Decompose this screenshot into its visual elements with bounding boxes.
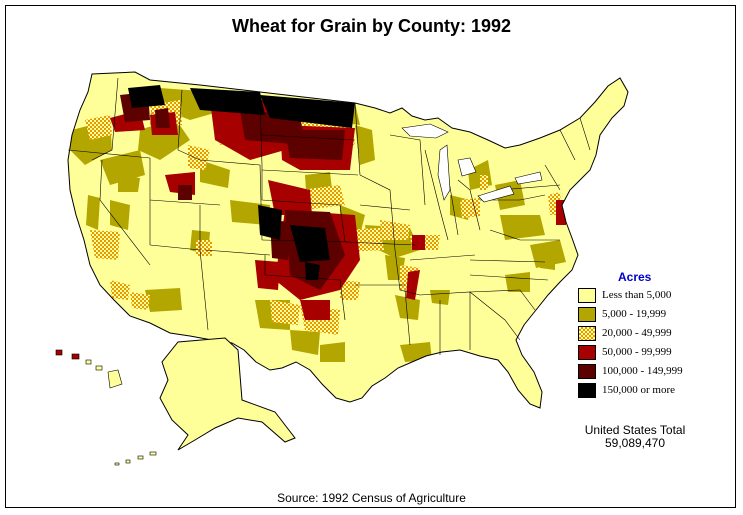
aleutian-islands	[114, 451, 157, 466]
us-total-value: 59,089,470	[604, 436, 666, 450]
legend-swatch	[578, 383, 596, 398]
legend-swatch	[578, 364, 596, 379]
legend-label: 50,000 - 99,999	[602, 346, 672, 358]
legend-label: 150,000 or more	[602, 384, 676, 396]
state-borders	[67, 77, 591, 355]
legend-swatch	[578, 307, 596, 322]
great-lakes	[401, 123, 543, 203]
class-150000-plus	[128, 85, 355, 280]
legend-label: 20,000 - 49,999	[602, 327, 672, 339]
legend-title: Acres	[618, 270, 652, 284]
legend-label: 5,000 - 19,999	[602, 308, 667, 320]
county-shading	[70, 85, 566, 362]
legend-item: Less than 5,000	[578, 288, 728, 304]
legend-swatch	[578, 326, 596, 341]
alaska	[159, 337, 296, 451]
us-total-label: United States Total	[584, 423, 686, 437]
legend-item: 50,000 - 99,999	[578, 345, 728, 361]
us-total: United States Total 59,089,470	[570, 424, 700, 450]
map-title: Wheat for Grain by County: 1992	[231, 16, 512, 36]
legend-label: 100,000 - 149,999	[602, 365, 683, 377]
source-note: Source: 1992 Census of Agriculture	[277, 491, 466, 505]
legend-swatch	[578, 345, 596, 360]
legend-label: Less than 5,000	[602, 289, 672, 301]
legend-swatch	[578, 288, 596, 303]
legend-item: 150,000 or more	[578, 383, 728, 399]
legend-item: 20,000 - 49,999	[578, 326, 728, 342]
legend-item: 100,000 - 149,999	[578, 364, 728, 380]
legend-item: 5,000 - 19,999	[578, 307, 728, 323]
hawaii	[55, 349, 123, 389]
